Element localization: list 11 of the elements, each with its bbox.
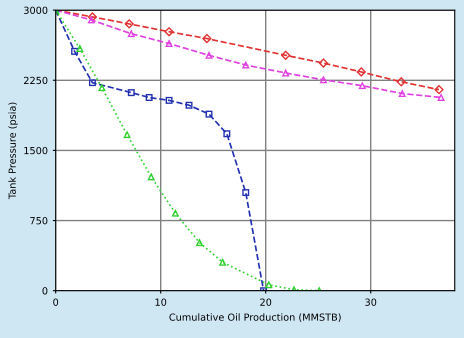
- y-tick-label: 750: [30, 217, 48, 224]
- y-axis-title: Tank Pressure (psia): [8, 102, 18, 200]
- y-tick-label: 2250: [24, 76, 48, 84]
- y-tick-label: 0: [42, 287, 48, 295]
- x-tick-label: 30: [365, 298, 376, 306]
- x-tick-label: 0: [53, 298, 58, 306]
- x-tick-label: 20: [260, 298, 272, 306]
- x-axis-title: Cumulative Oil Production (MMSTB): [169, 313, 341, 322]
- y-tick-label: 1500: [24, 146, 48, 154]
- y-tick-label: 3000: [24, 6, 48, 14]
- x-tick-label: 10: [156, 298, 166, 306]
